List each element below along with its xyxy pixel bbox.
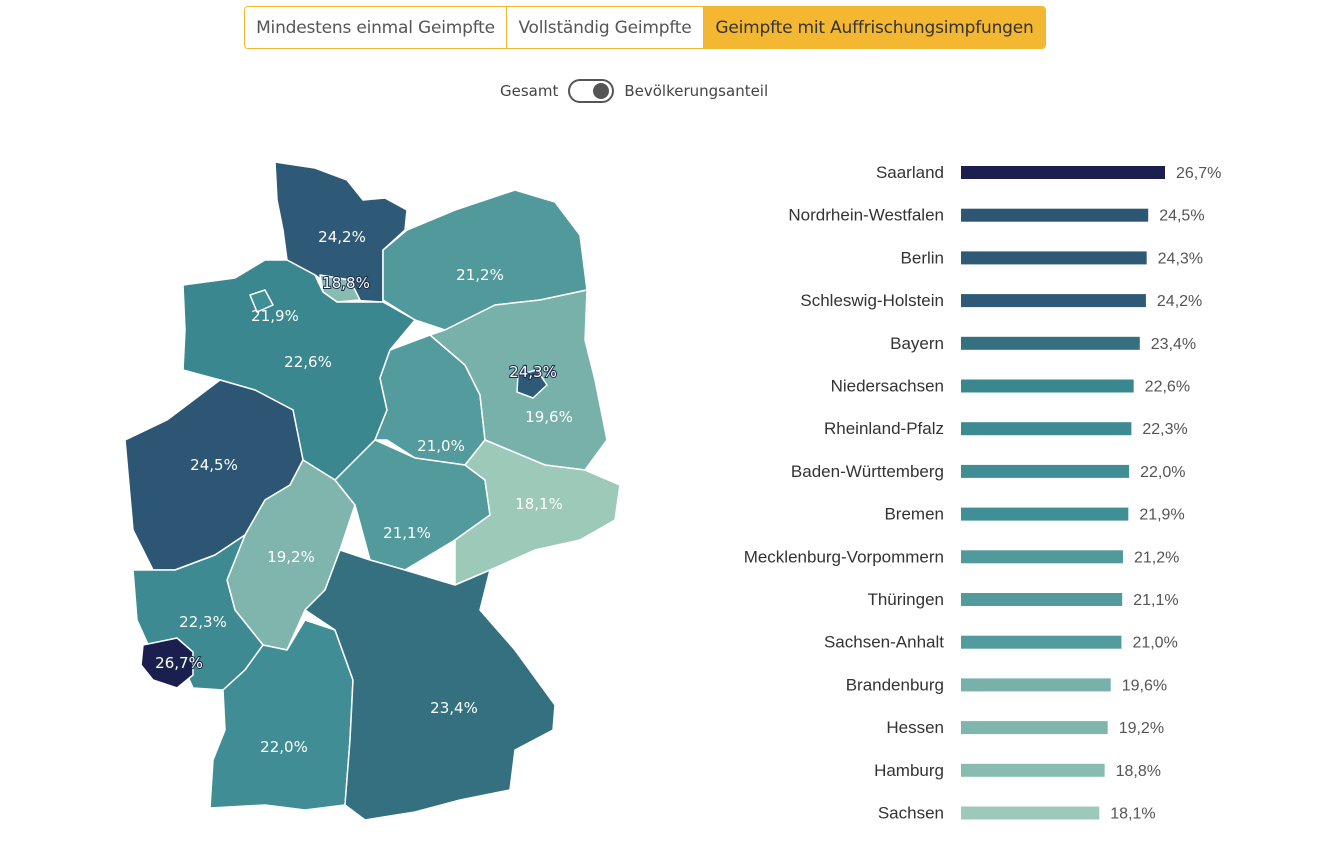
bar-label: Thüringen (867, 590, 944, 609)
bar-value: 24,5% (1159, 208, 1204, 225)
bar-label: Sachsen-Anhalt (824, 633, 944, 652)
bar-value: 21,1% (1133, 592, 1178, 609)
map-value-label: 21,9% (251, 307, 299, 325)
bar[interactable] (961, 251, 1147, 265)
map-value-label: 18,1% (515, 495, 563, 513)
germany-map: 26,7% 24,5% 24,3% 24,2% 23,4% 22,6% 22,3% 22,0%… (124, 161, 621, 821)
bar-label: Nordrhein-Westfalen (788, 206, 944, 225)
map-region-sachsen[interactable] (454, 439, 621, 586)
map-value-label: 21,0% (417, 437, 465, 455)
bar[interactable] (961, 635, 1122, 649)
bar-label: Baden-Württemberg (791, 462, 944, 481)
bar[interactable] (961, 806, 1100, 820)
bar[interactable] (961, 721, 1108, 735)
map-value-label: 19,2% (267, 548, 315, 566)
bar[interactable] (961, 507, 1129, 521)
map-region-berlin[interactable] (516, 369, 548, 399)
tab-mindestens-einmal[interactable]: Mindestens einmal Geimpfte (245, 7, 507, 48)
bar-label: Hamburg (874, 761, 944, 780)
bar-label: Niedersachsen (831, 377, 944, 396)
bar[interactable] (961, 464, 1130, 478)
bar[interactable] (961, 294, 1146, 308)
bar[interactable] (961, 550, 1123, 564)
bar-value: 22,6% (1145, 379, 1190, 396)
bar-value: 24,2% (1157, 293, 1202, 310)
bar-label: Saarland (876, 163, 944, 182)
toggle-right-label: Bevölkerungsanteil (624, 82, 769, 100)
map-value-label: 24,2% (318, 228, 366, 246)
tab-vollstaendig[interactable]: Vollständig Geimpfte (507, 7, 704, 48)
bar[interactable] (961, 336, 1140, 350)
bar[interactable] (961, 422, 1132, 436)
map-value-label: 22,3% (179, 613, 227, 631)
bar-value: 23,4% (1151, 336, 1196, 353)
bar[interactable] (961, 593, 1123, 606)
bar-label: Bremen (884, 505, 944, 524)
bar[interactable] (961, 763, 1105, 777)
map-value-label: 21,1% (383, 524, 431, 542)
map-value-label: 22,0% (260, 738, 308, 756)
map-value-label: 26,7% (155, 654, 203, 672)
bar-label: Mecklenburg-Vorpommern (744, 547, 944, 566)
bar-label: Sachsen (878, 804, 944, 823)
toggle-knob (593, 83, 610, 99)
map-value-label: 19,6% (525, 408, 573, 426)
bar-value: 21,9% (1139, 507, 1184, 524)
bar-label: Schleswig-Holstein (800, 291, 944, 310)
view-toggle: Gesamt Bevölkerungsanteil (500, 76, 768, 106)
bar-group: Saarland 26,7% Nordrhein-Westfalen 24,5% Ber… (744, 163, 1222, 823)
bar-value: 21,0% (1132, 635, 1177, 652)
bar-value: 18,1% (1110, 806, 1155, 823)
bar-value: 22,0% (1140, 464, 1185, 481)
bar-label: Bayern (890, 334, 944, 353)
map-labels: 26,7% 24,5% 24,3% 24,2% 23,4% 22,6% 22,3% 22,0%… (154, 228, 573, 756)
bar[interactable] (961, 208, 1149, 222)
map-value-label: 23,4% (430, 699, 478, 717)
bar-label: Rheinland-Pfalz (824, 419, 944, 438)
bar-value: 21,2% (1134, 549, 1179, 566)
map-region-bayern[interactable] (304, 549, 556, 821)
map-value-label: 24,5% (190, 456, 238, 474)
map-value-label: 22,6% (284, 353, 332, 371)
bar-value: 24,3% (1158, 250, 1203, 267)
bar-value: 26,7% (1176, 165, 1221, 182)
tab-auffrischung[interactable]: Geimpfte mit Auffrischungsimpfungen (704, 7, 1045, 48)
bar-value: 22,3% (1142, 421, 1187, 438)
bar-label: Brandenburg (846, 675, 944, 694)
bar-label: Hessen (886, 718, 944, 737)
bar[interactable] (961, 678, 1111, 692)
bar[interactable] (961, 166, 1165, 179)
toggle-switch[interactable] (568, 79, 615, 103)
bar[interactable] (961, 379, 1134, 393)
bar-value: 19,6% (1122, 677, 1167, 694)
map-region-saarland[interactable] (140, 637, 194, 689)
map-value-label: 21,2% (456, 266, 504, 284)
bar-label: Berlin (901, 248, 944, 267)
toggle-left-label: Gesamt (500, 82, 559, 100)
bar-chart: Saarland 26,7% Nordrhein-Westfalen 24,5% Ber… (744, 163, 1222, 823)
map-region-hamburg[interactable] (319, 274, 361, 303)
map-region-bremen[interactable] (249, 289, 274, 313)
map-value-label: 18,8% (322, 274, 370, 292)
map-value-label: 24,3% (509, 363, 557, 381)
vaccination-tabs: Mindestens einmal Geimpfte Vollständig G… (244, 6, 1046, 49)
bar-value: 18,8% (1116, 763, 1161, 780)
bar-value: 19,2% (1119, 720, 1164, 737)
